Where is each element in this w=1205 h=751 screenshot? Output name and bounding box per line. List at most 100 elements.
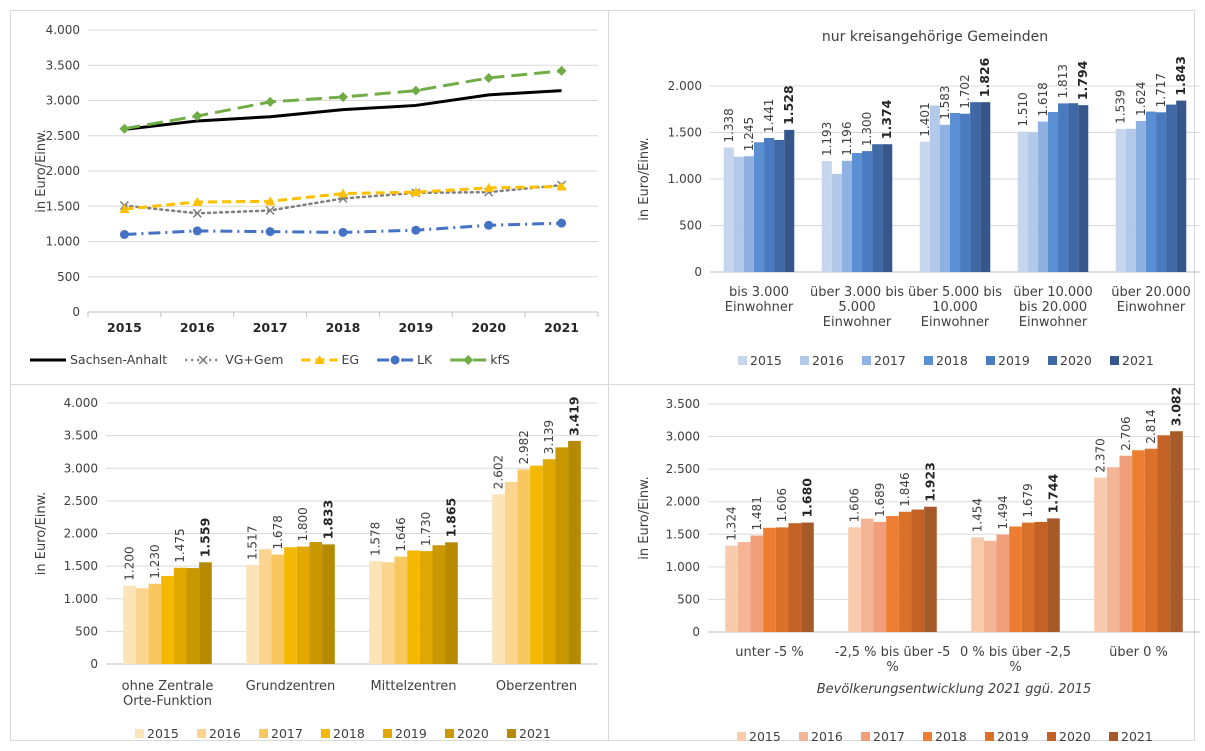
category-label: Einwohner bbox=[823, 315, 892, 330]
data-point bbox=[338, 227, 348, 237]
bar bbox=[1047, 112, 1059, 272]
legend-label: 2019 bbox=[395, 726, 427, 741]
y-tick-label: 3.000 bbox=[64, 461, 98, 475]
category-label: % bbox=[1009, 660, 1021, 675]
category-label: über 10.000 bbox=[1013, 285, 1092, 300]
legend-label: 2021 bbox=[1122, 353, 1154, 368]
y-tick-label: 3.000 bbox=[666, 430, 700, 444]
line-chart-panel: 0 500 1.000 1.500 2.000 2.500 3.000 3.500 4.000 i… bbox=[30, 23, 599, 367]
bar bbox=[394, 556, 408, 664]
data-point bbox=[463, 355, 474, 365]
y-tick-label: 2.500 bbox=[64, 494, 98, 508]
legend-label: EG bbox=[341, 352, 359, 367]
legend-label: 2021 bbox=[519, 726, 551, 741]
data-label: 1.559 bbox=[197, 518, 212, 558]
bar bbox=[1119, 455, 1133, 632]
data-label: 1.200 bbox=[123, 546, 137, 580]
legend-label: 2016 bbox=[811, 729, 843, 744]
legend-label: VG+Gem bbox=[225, 352, 283, 367]
legend-swatch bbox=[507, 729, 516, 738]
data-label: 1.744 bbox=[1045, 474, 1060, 514]
data-label: 2.370 bbox=[1094, 438, 1108, 472]
y-tick-label: 2.000 bbox=[668, 79, 702, 93]
y-tick-label: 4.000 bbox=[64, 396, 98, 410]
legend-swatch bbox=[923, 732, 932, 741]
bar bbox=[929, 105, 940, 272]
data-label: 1.193 bbox=[820, 122, 834, 156]
y-tick-label: 2.000 bbox=[666, 495, 700, 509]
data-point bbox=[119, 229, 129, 239]
data-point bbox=[483, 72, 494, 83]
legend-label: 2018 bbox=[935, 729, 967, 744]
data-label: 1.646 bbox=[394, 517, 408, 551]
legend-swatch bbox=[861, 732, 870, 741]
category-label: über 5.000 bis bbox=[908, 285, 1002, 300]
legend-label: 2016 bbox=[209, 726, 241, 741]
legend-label: Sachsen-Anhalt bbox=[70, 352, 167, 367]
y-tick-label: 2.000 bbox=[46, 164, 80, 178]
data-label: 1.843 bbox=[1173, 56, 1188, 96]
bar bbox=[862, 151, 873, 272]
bar bbox=[841, 160, 852, 272]
bar bbox=[911, 509, 925, 632]
y-tick-label: 500 bbox=[57, 270, 80, 284]
bar bbox=[1176, 100, 1187, 272]
bar bbox=[381, 562, 395, 664]
bar bbox=[1037, 121, 1048, 272]
bar bbox=[983, 540, 997, 632]
bar bbox=[971, 537, 984, 632]
category-label: % bbox=[886, 660, 898, 675]
bar bbox=[555, 447, 569, 664]
data-label: 1.539 bbox=[1114, 90, 1128, 124]
data-label: 1.680 bbox=[799, 478, 814, 518]
bar bbox=[1078, 105, 1089, 273]
bar bbox=[821, 161, 832, 272]
legend-label: 2019 bbox=[998, 353, 1030, 368]
bar bbox=[530, 465, 543, 664]
x-tick-label: 2015 bbox=[107, 320, 142, 335]
bar bbox=[407, 550, 420, 664]
category-label: über 3.000 bis bbox=[810, 285, 904, 300]
bar bbox=[504, 481, 518, 664]
category-label: Einwohner bbox=[725, 300, 794, 315]
legend-label: 2020 bbox=[1060, 353, 1092, 368]
data-label: 1.475 bbox=[173, 528, 187, 562]
y-tick-label: 0 bbox=[90, 657, 98, 671]
bar bbox=[161, 575, 174, 664]
legend-swatch bbox=[383, 729, 392, 738]
y-tick-label: 1.000 bbox=[64, 592, 98, 606]
bar bbox=[784, 129, 795, 272]
category-label: 5.000 bbox=[838, 300, 875, 315]
legend-label: 2015 bbox=[147, 726, 179, 741]
data-label: 1.826 bbox=[977, 57, 992, 97]
category-label: Einwohner bbox=[1117, 300, 1186, 315]
bar bbox=[980, 102, 991, 272]
legend-swatch bbox=[1110, 356, 1119, 365]
y-tick-label: 1.000 bbox=[46, 235, 80, 249]
bar bbox=[737, 542, 751, 632]
data-point bbox=[265, 205, 275, 216]
legend-swatch bbox=[445, 729, 454, 738]
bar bbox=[296, 546, 310, 664]
data-point bbox=[390, 355, 400, 365]
data-point bbox=[265, 227, 275, 237]
legend-label: LK bbox=[417, 352, 433, 367]
data-label: 1.679 bbox=[1021, 483, 1035, 517]
legend-swatch bbox=[986, 356, 995, 365]
bar bbox=[1009, 526, 1022, 632]
x-tick-label: 2017 bbox=[253, 320, 288, 335]
data-label: 2.706 bbox=[1119, 416, 1133, 450]
legend-label: 2017 bbox=[874, 353, 906, 368]
bar bbox=[1125, 128, 1136, 272]
data-label: 1.517 bbox=[246, 526, 260, 560]
legend-label: kfS bbox=[490, 352, 510, 367]
x-tick-label: 2020 bbox=[471, 320, 506, 335]
legend-swatch bbox=[862, 356, 871, 365]
bar bbox=[284, 547, 297, 664]
category-label: -2,5 % bis über -5 bbox=[835, 645, 951, 660]
bar bbox=[246, 565, 259, 664]
bar-chart-panel-population-trend: 0 500 1.000 1.500 2.000 2.500 3.000 3.500 in Eur… bbox=[637, 387, 1200, 744]
bar bbox=[1132, 450, 1145, 632]
legend-swatch bbox=[924, 356, 933, 365]
data-point bbox=[192, 226, 202, 236]
